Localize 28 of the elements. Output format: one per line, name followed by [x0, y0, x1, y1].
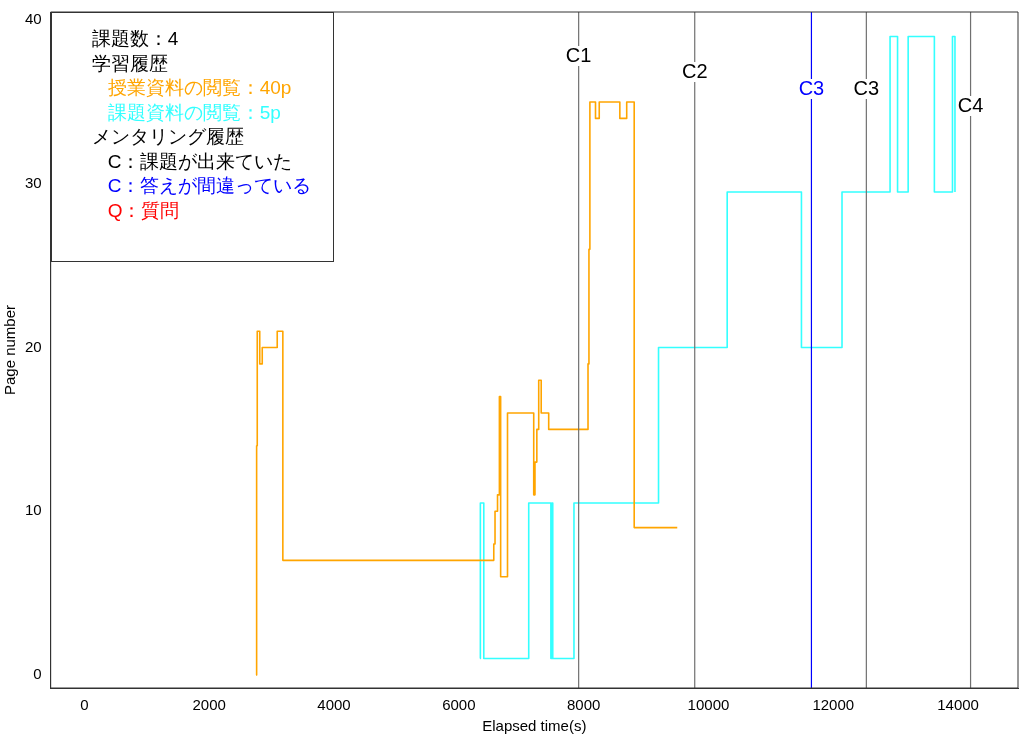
- x-tick-label: 0: [80, 696, 89, 714]
- annotation: 学習履歴: [91, 51, 169, 76]
- ref-line-label: C1: [565, 43, 592, 66]
- text: 課題資料の閲覧：5p: [106, 100, 282, 125]
- ref-line-label: C3: [798, 76, 825, 99]
- ref-line-label: C3: [853, 76, 880, 99]
- annotation: Q：質問: [106, 198, 181, 223]
- ref-line-label: C4: [957, 93, 984, 116]
- x-axis-title: Elapsed time(s): [482, 717, 587, 735]
- x-tick-label: 12000: [812, 696, 855, 714]
- y-tick-label: 30: [25, 174, 42, 192]
- annotation: C：課題が出来ていた: [106, 149, 294, 174]
- y-tick-label: 40: [25, 10, 42, 28]
- x-tick-label: 4000: [317, 696, 351, 714]
- annotation: メンタリング履歴: [91, 125, 245, 149]
- x-tick-label: 8000: [566, 696, 601, 714]
- y-axis-title: Page number: [1, 304, 19, 396]
- x-tick-label: 14000: [937, 696, 979, 714]
- y-tick-label: 0: [33, 665, 42, 683]
- x-tick-label: 10000: [687, 696, 730, 714]
- annotation: C：答えが間違っている: [106, 174, 313, 198]
- ref-line-label: C2: [681, 59, 708, 82]
- annotation: 課題数：4: [91, 27, 180, 51]
- x-tick-label: 6000: [442, 696, 476, 714]
- y-tick-label: 10: [25, 501, 42, 519]
- text: 授業資料の閲覧：40p: [106, 76, 293, 100]
- x-tick-label: 2000: [192, 696, 226, 714]
- y-tick-label: 20: [25, 337, 42, 355]
